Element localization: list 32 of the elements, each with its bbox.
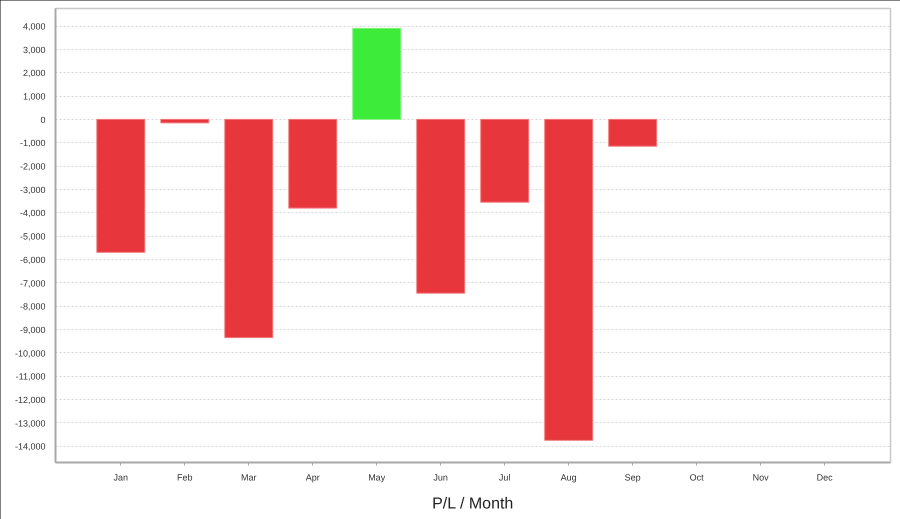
y-tick-label: 3,000 [22,44,46,55]
y-tick-label: 1,000 [22,92,46,102]
y-tick-label: -13,000 [14,418,46,428]
y-tick-label: -9,000 [20,324,46,335]
x-tick-label: May [368,472,386,482]
y-tick-label: 4,000 [22,22,46,32]
x-tick-label: Jun [433,472,448,482]
x-axis-title: P/L / Month [432,496,514,512]
y-tick-label: -2,000 [20,162,46,172]
x-tick-label: Mar [240,472,256,482]
y-tick-label: -6,000 [20,254,46,265]
y-tick-label: -1,000 [20,138,46,148]
y-tick-label: -11,000 [16,372,46,382]
x-tick-label: Feb [176,472,193,482]
y-tick-label: -12,000 [14,394,46,405]
x-tick-label: Jan [114,472,128,482]
y-tick-label: -5,000 [20,232,46,242]
x-tick-label: Nov [752,472,770,482]
y-tick-label: -14,000 [14,442,46,452]
x-tick-label: Apr [306,472,320,482]
x-tick-label: Aug [560,472,577,482]
y-tick-label: -3,000 [20,184,46,195]
x-tick-label: Sep [624,472,641,482]
y-tick-label: -4,000 [20,208,46,218]
y-tick-label: -7,000 [20,278,46,288]
y-tick-label: 0 [40,114,46,125]
x-tick-label: Jul [498,472,510,482]
x-tick-label: Dec [816,472,834,482]
y-tick-label: -10,000 [14,348,46,358]
y-tick-label: -8,000 [20,302,46,312]
y-tick-label: 2,000 [22,68,46,78]
x-tick-label: Oct [690,472,704,482]
